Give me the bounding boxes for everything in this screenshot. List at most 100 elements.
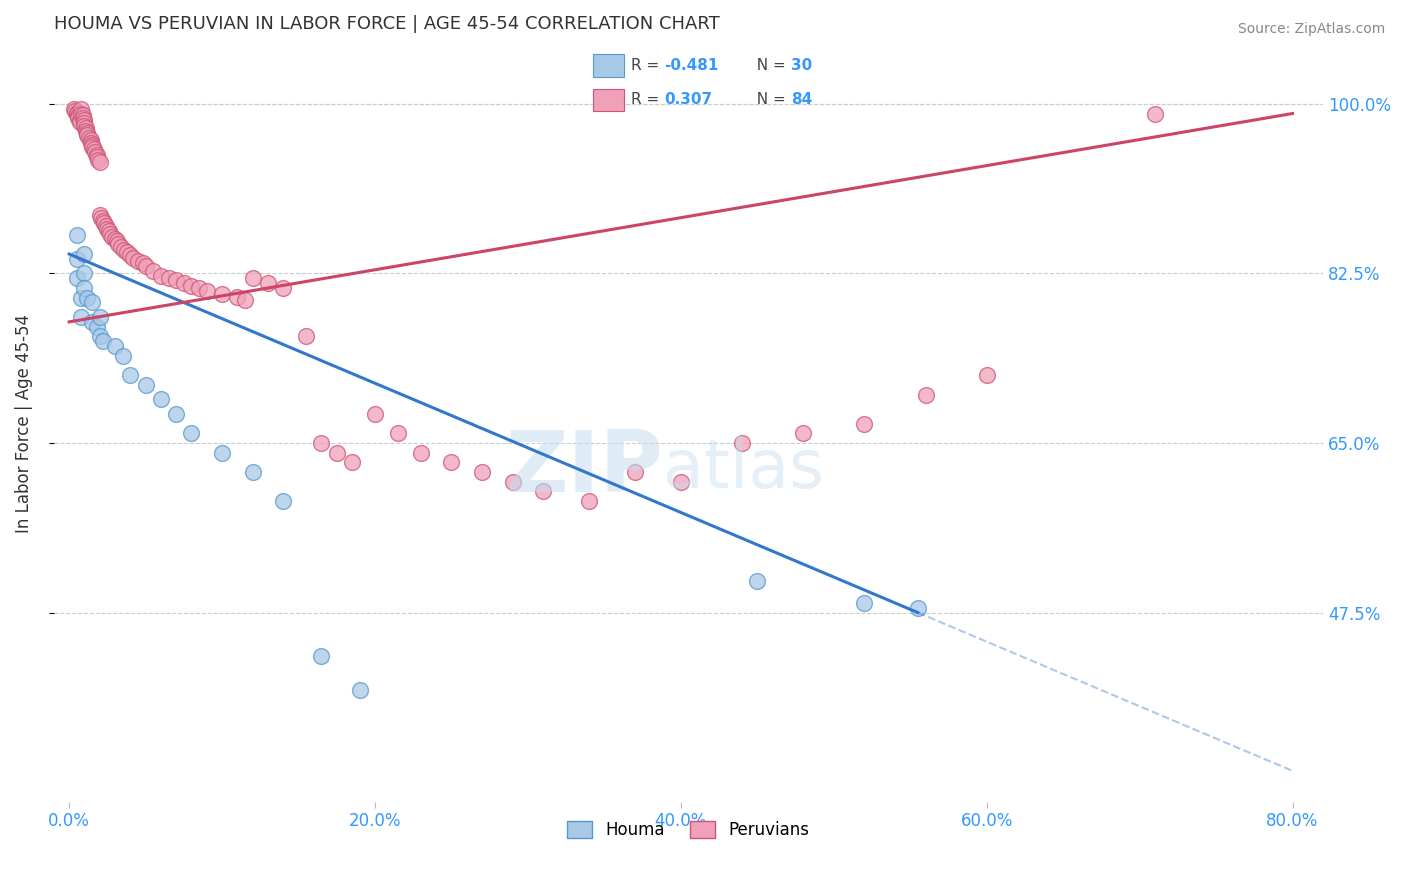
FancyBboxPatch shape: [593, 88, 624, 112]
Point: [66, 252, 89, 266]
Point: [79, 136, 101, 150]
Point: [66, 227, 89, 242]
Point: [127, 253, 149, 268]
Point: [976, 368, 998, 383]
Point: [731, 436, 754, 450]
Legend: Houma, Peruvians: Houma, Peruvians: [561, 814, 817, 847]
Point: [79, 133, 101, 147]
Point: [624, 465, 647, 479]
Point: [340, 455, 363, 469]
Point: [65, 103, 87, 118]
Point: [101, 229, 124, 244]
Point: [93, 216, 115, 230]
Point: [326, 446, 349, 460]
Point: [89, 208, 111, 222]
Point: [94, 219, 117, 233]
Point: [149, 392, 172, 407]
Text: 84: 84: [790, 93, 813, 107]
Point: [211, 446, 233, 460]
Point: [70, 106, 93, 120]
Point: [242, 271, 264, 285]
Point: [80, 140, 103, 154]
Point: [86, 148, 108, 162]
Point: [792, 426, 814, 441]
Point: [73, 247, 96, 261]
Point: [747, 574, 769, 588]
Point: [173, 276, 195, 290]
Point: [69, 113, 91, 128]
Point: [67, 112, 90, 126]
Point: [66, 107, 89, 121]
Point: [76, 126, 98, 140]
Point: [73, 267, 96, 281]
Y-axis label: In Labor Force | Age 45-54: In Labor Force | Age 45-54: [15, 314, 32, 533]
Point: [67, 110, 90, 124]
Point: [104, 339, 127, 353]
Point: [669, 475, 692, 489]
Point: [86, 150, 108, 164]
Text: 0.307: 0.307: [664, 93, 711, 107]
Point: [86, 319, 108, 334]
Point: [104, 232, 127, 246]
Point: [188, 281, 211, 295]
Point: [271, 494, 294, 508]
Point: [257, 276, 280, 290]
Point: [73, 116, 96, 130]
Point: [75, 124, 97, 138]
Point: [70, 310, 93, 324]
Text: Source: ZipAtlas.com: Source: ZipAtlas.com: [1237, 22, 1385, 37]
Point: [80, 137, 103, 152]
Text: N =: N =: [748, 58, 792, 73]
Point: [111, 349, 134, 363]
Point: [531, 484, 554, 499]
Text: ZIP: ZIP: [505, 427, 664, 510]
Point: [66, 271, 89, 285]
Point: [502, 475, 524, 489]
Point: [165, 407, 187, 421]
Text: R =: R =: [631, 93, 665, 107]
Point: [91, 334, 114, 349]
Point: [122, 251, 145, 265]
Point: [311, 436, 333, 450]
Point: [80, 315, 103, 329]
Point: [242, 465, 264, 479]
Point: [76, 291, 98, 305]
Point: [87, 153, 110, 167]
Point: [853, 417, 876, 431]
Point: [84, 145, 107, 160]
Point: [66, 105, 89, 120]
Text: atlas: atlas: [664, 436, 824, 502]
Point: [112, 243, 135, 257]
Point: [195, 284, 218, 298]
Point: [89, 329, 111, 343]
Point: [149, 269, 172, 284]
Point: [89, 155, 111, 169]
Point: [471, 465, 494, 479]
Point: [271, 281, 294, 295]
Point: [73, 281, 96, 295]
Point: [364, 407, 387, 421]
Point: [115, 245, 138, 260]
Point: [853, 596, 876, 610]
Point: [72, 108, 94, 122]
Point: [76, 128, 98, 142]
Point: [70, 291, 93, 305]
Text: 30: 30: [790, 58, 813, 73]
Point: [135, 259, 157, 273]
Point: [96, 222, 118, 236]
Point: [440, 455, 463, 469]
Point: [295, 329, 318, 343]
Point: [110, 240, 132, 254]
Text: HOUMA VS PERUVIAN IN LABOR FORCE | AGE 45-54 CORRELATION CHART: HOUMA VS PERUVIAN IN LABOR FORCE | AGE 4…: [53, 15, 720, 33]
Point: [91, 214, 114, 228]
Point: [75, 121, 97, 136]
Point: [62, 102, 84, 116]
Point: [89, 310, 111, 324]
Point: [409, 446, 432, 460]
Point: [135, 377, 157, 392]
Point: [914, 387, 936, 401]
Point: [73, 119, 96, 133]
Point: [180, 279, 202, 293]
Point: [233, 293, 256, 307]
Text: N =: N =: [748, 93, 792, 107]
